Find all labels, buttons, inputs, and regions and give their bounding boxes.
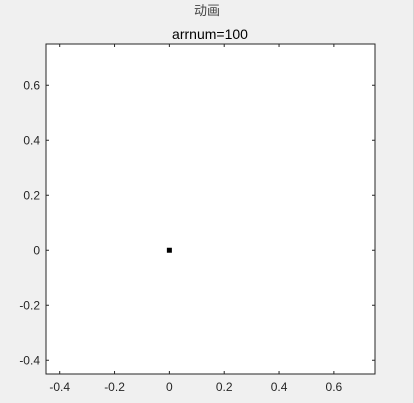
x-tick-label: 0 (166, 380, 173, 394)
y-tick-label: -0.4 (19, 353, 40, 367)
y-axis: -0.4 -0.2 0 0.2 0.4 0.6 (19, 78, 375, 367)
x-axis: -0.4 -0.2 0 0.2 0.4 0.6 (49, 44, 343, 394)
y-tick-label: 0.4 (23, 133, 40, 147)
y-tick-label: 0 (33, 243, 40, 257)
axes-area[interactable] (45, 43, 376, 375)
data-point (166, 247, 172, 253)
x-tick-label: -0.2 (104, 380, 125, 394)
data-points (166, 247, 172, 253)
y-tick-label: 0.6 (23, 78, 40, 92)
x-tick-label: 0.6 (326, 380, 343, 394)
y-tick-label: 0.2 (23, 188, 40, 202)
window-title: 动画 (193, 4, 220, 19)
x-tick-label: 0.4 (271, 380, 288, 394)
y-tick-label: -0.2 (19, 298, 40, 312)
x-tick-label: -0.4 (49, 380, 70, 394)
x-tick-label: 0.2 (216, 380, 233, 394)
axes-title: arrnum=100 (172, 26, 248, 42)
